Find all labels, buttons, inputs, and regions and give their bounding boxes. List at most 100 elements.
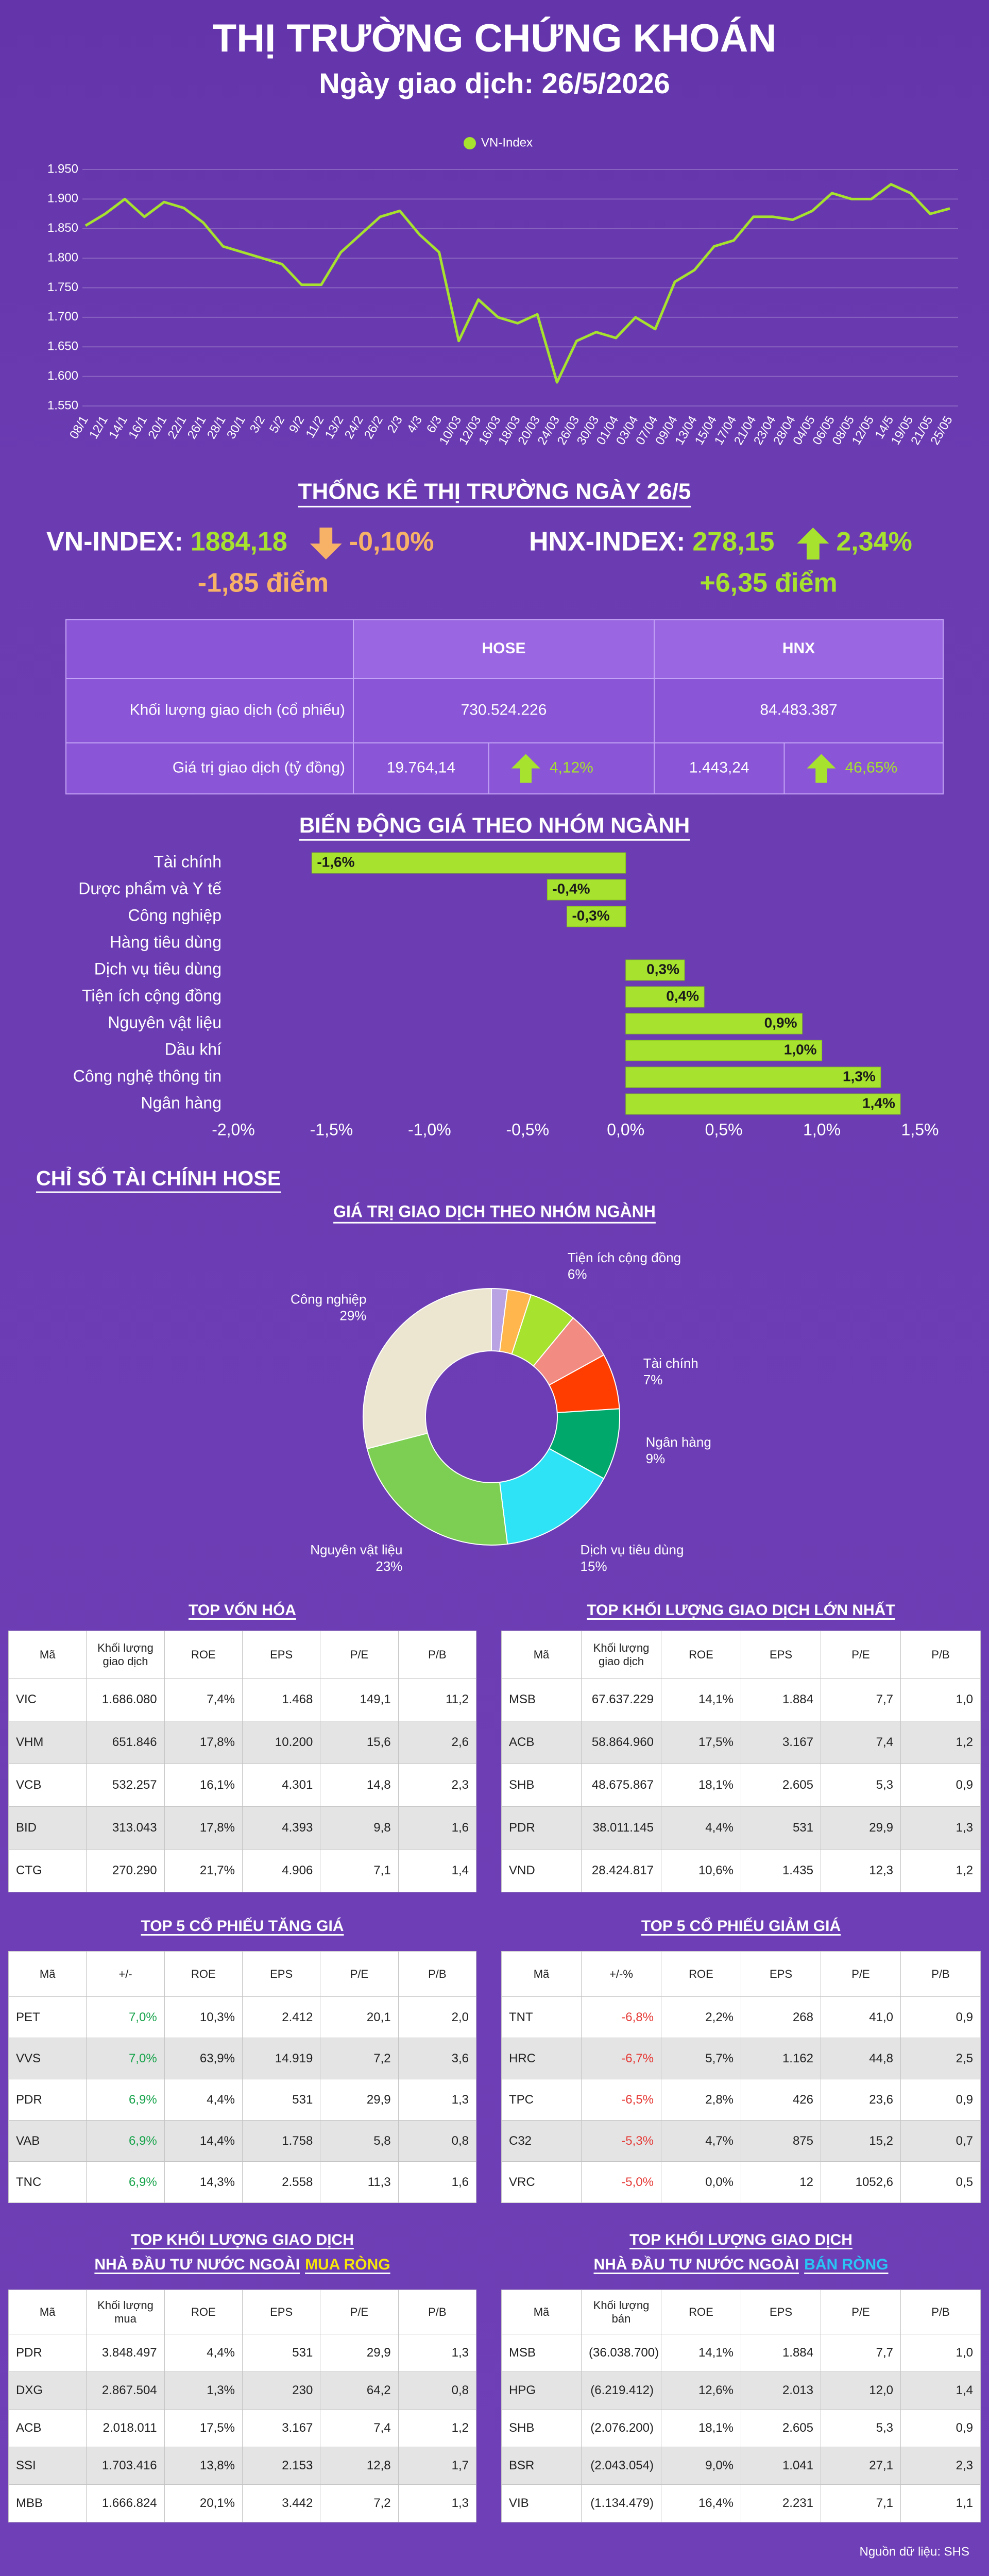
table-row: HPG (6.219.412) 12,6% 2.013 12,0 1,4	[501, 2371, 981, 2410]
table-cell: 1,4	[398, 1849, 477, 1892]
x-tick-label: 1,5%	[901, 1120, 939, 1139]
table-header-cell: +/-%	[581, 1951, 661, 1997]
table-header-cell: P/B	[900, 1951, 981, 1997]
table-header-cell: P/E	[821, 2290, 901, 2334]
source-note: Nguồn dữ liệu: SHS	[859, 2545, 969, 2558]
x-tick-label: 16/1	[126, 414, 150, 442]
table-header-cell: Mã	[501, 2290, 582, 2334]
table-header-cell: ROE	[164, 2290, 243, 2334]
table-row: VIC 1.686.080 7,4% 1.468 149,1 11,2	[8, 1678, 477, 1721]
value-label: -0,3%	[572, 907, 609, 923]
table-cell: 20,1%	[164, 2484, 243, 2522]
table-cell: 17,8%	[164, 1806, 243, 1850]
table-row: MSB (36.038.700) 14,1% 1.884 7,7 1,0	[501, 2334, 981, 2372]
table-cell: 12,0	[821, 2371, 901, 2410]
table-header-cell: ROE	[164, 1951, 243, 1997]
stats-cell	[65, 619, 354, 679]
table-cell: VIC	[8, 1678, 87, 1721]
stats-cell	[654, 742, 944, 794]
table-cell: 6,9%	[86, 2120, 165, 2162]
table-cell: 1,3	[398, 2334, 477, 2372]
table-cell: 2,5	[900, 2038, 981, 2079]
table-cell: 4,4%	[661, 1806, 741, 1850]
bar	[625, 986, 705, 1008]
data-table: Mã Khối lượng bán ROE EPS P/E P/B MSB (36.038.7…	[501, 2290, 981, 2522]
table-cell: SHB	[501, 1764, 582, 1807]
x-tick-label: 5/2	[267, 414, 287, 435]
x-tick-label: -2,0%	[212, 1120, 255, 1139]
stats-change: 46,65%	[845, 759, 897, 776]
pie-value-label: 29%	[339, 1308, 366, 1324]
table-cell: (36.038.700)	[581, 2334, 661, 2372]
bar	[625, 1093, 901, 1115]
table-cell: 10,3%	[164, 1996, 243, 2038]
table-cell: 531	[741, 1806, 821, 1850]
bar	[625, 1066, 881, 1088]
table-cell: 14,4%	[164, 2120, 243, 2162]
table-cell: 7,0%	[86, 1996, 165, 2038]
table-row: BID 313.043 17,8% 4.393 9,8 1,6	[8, 1806, 477, 1850]
y-tick-label: 1.600	[47, 369, 78, 383]
x-tick-label: 0,0%	[607, 1120, 644, 1139]
table-cell: 1,2	[900, 1721, 981, 1764]
table-cell: 3.167	[741, 1721, 821, 1764]
table-header-cell: EPS	[741, 2290, 821, 2334]
table-row: HRC -6,7% 5,7% 1.162 44,8 2,5	[501, 2038, 981, 2079]
x-tick-label: 2/3	[385, 414, 405, 435]
table-header-cell: EPS	[242, 1951, 321, 1997]
table-cell: 7,4	[320, 2409, 399, 2447]
table-title: TOP KHỐI LƯỢNG GIAO DỊCH NHÀ ĐẦU TƯ NƯỚC …	[501, 2228, 981, 2277]
table-header-cell: ROE	[164, 1631, 243, 1679]
section-title: BIẾN ĐỘNG GIÁ THEO NHÓM NGÀNH	[299, 812, 690, 837]
pie-value-label: 6%	[568, 1266, 587, 1282]
x-tick-label: 26/1	[185, 414, 209, 442]
category-label: Ngân hàng	[141, 1093, 221, 1112]
table-header-cell: Khối lượng bán	[581, 2290, 661, 2334]
table-cell: 0,8	[398, 2371, 477, 2410]
table-title: TOP KHỐI LƯỢNG GIAO DỊCH NHÀ ĐẦU TƯ NƯỚC …	[8, 2228, 476, 2277]
table-cell: TNC	[8, 2161, 87, 2203]
table-cell: 1.162	[741, 2038, 821, 2079]
table-cell: 18,1%	[661, 1764, 741, 1807]
category-label: Nguyên vật liệu	[108, 1013, 221, 1031]
table-cell: 149,1	[320, 1678, 399, 1721]
table-row: VRC -5,0% 0,0% 12 1052,6 0,5	[501, 2161, 981, 2203]
table-cell: 2.605	[741, 2409, 821, 2447]
table-cell: MSB	[501, 2334, 582, 2372]
table-cell: (6.219.412)	[581, 2371, 661, 2410]
table-cell: 2,0	[398, 1996, 477, 2038]
table-cell: VND	[501, 1849, 582, 1892]
table-row: PET 7,0% 10,3% 2.412 20,1 2,0	[8, 1996, 477, 2038]
table-cell: 3.167	[242, 2409, 321, 2447]
pie-value-label: 15%	[581, 1558, 607, 1574]
table-row: VCB 532.257 16,1% 4.301 14,8 2,3	[8, 1764, 477, 1807]
table-cell: 17,5%	[164, 2409, 243, 2447]
table-header-row: Mã Khối lượng bán ROE EPS P/E P/B	[501, 2290, 981, 2334]
table-row: PDR 3.848.497 4,4% 531 29,9 1,3	[8, 2334, 477, 2372]
table-cell: 532.257	[86, 1764, 165, 1807]
table-header-cell: Khối lượng giao dịch	[86, 1631, 165, 1679]
table-header-cell: P/E	[821, 1631, 901, 1679]
stats-cell	[353, 742, 655, 794]
category-label: Công nghiệp	[128, 906, 221, 924]
bar	[566, 906, 626, 927]
y-tick-label: 1.800	[47, 250, 78, 264]
table-cell: 7,4%	[164, 1678, 243, 1721]
x-tick-label: 12/1	[87, 414, 111, 442]
table-cell: -5,3%	[581, 2120, 661, 2162]
table-row: PDR 38.011.145 4,4% 531 29,9 1,3	[501, 1806, 981, 1850]
table-cell: PDR	[501, 1806, 582, 1850]
table-cell: VHM	[8, 1721, 87, 1764]
table-title: TOP 5 CỔ PHIẾU TĂNG GIÁ	[8, 1914, 476, 1939]
table-cell: 44,8	[821, 2038, 901, 2079]
table-cell: 1,2	[398, 2409, 477, 2447]
index-value: 1884,18	[191, 527, 287, 557]
table-header-cell: EPS	[741, 1951, 821, 1997]
table-cell: 12	[741, 2161, 821, 2203]
y-tick-label: 1.850	[47, 221, 78, 235]
table-cell: 14,1%	[661, 1678, 741, 1721]
table-row: ACB 58.864.960 17,5% 3.167 7,4 1,2	[501, 1721, 981, 1764]
table-cell: DXG	[8, 2371, 87, 2410]
table-cell: HPG	[501, 2371, 582, 2410]
